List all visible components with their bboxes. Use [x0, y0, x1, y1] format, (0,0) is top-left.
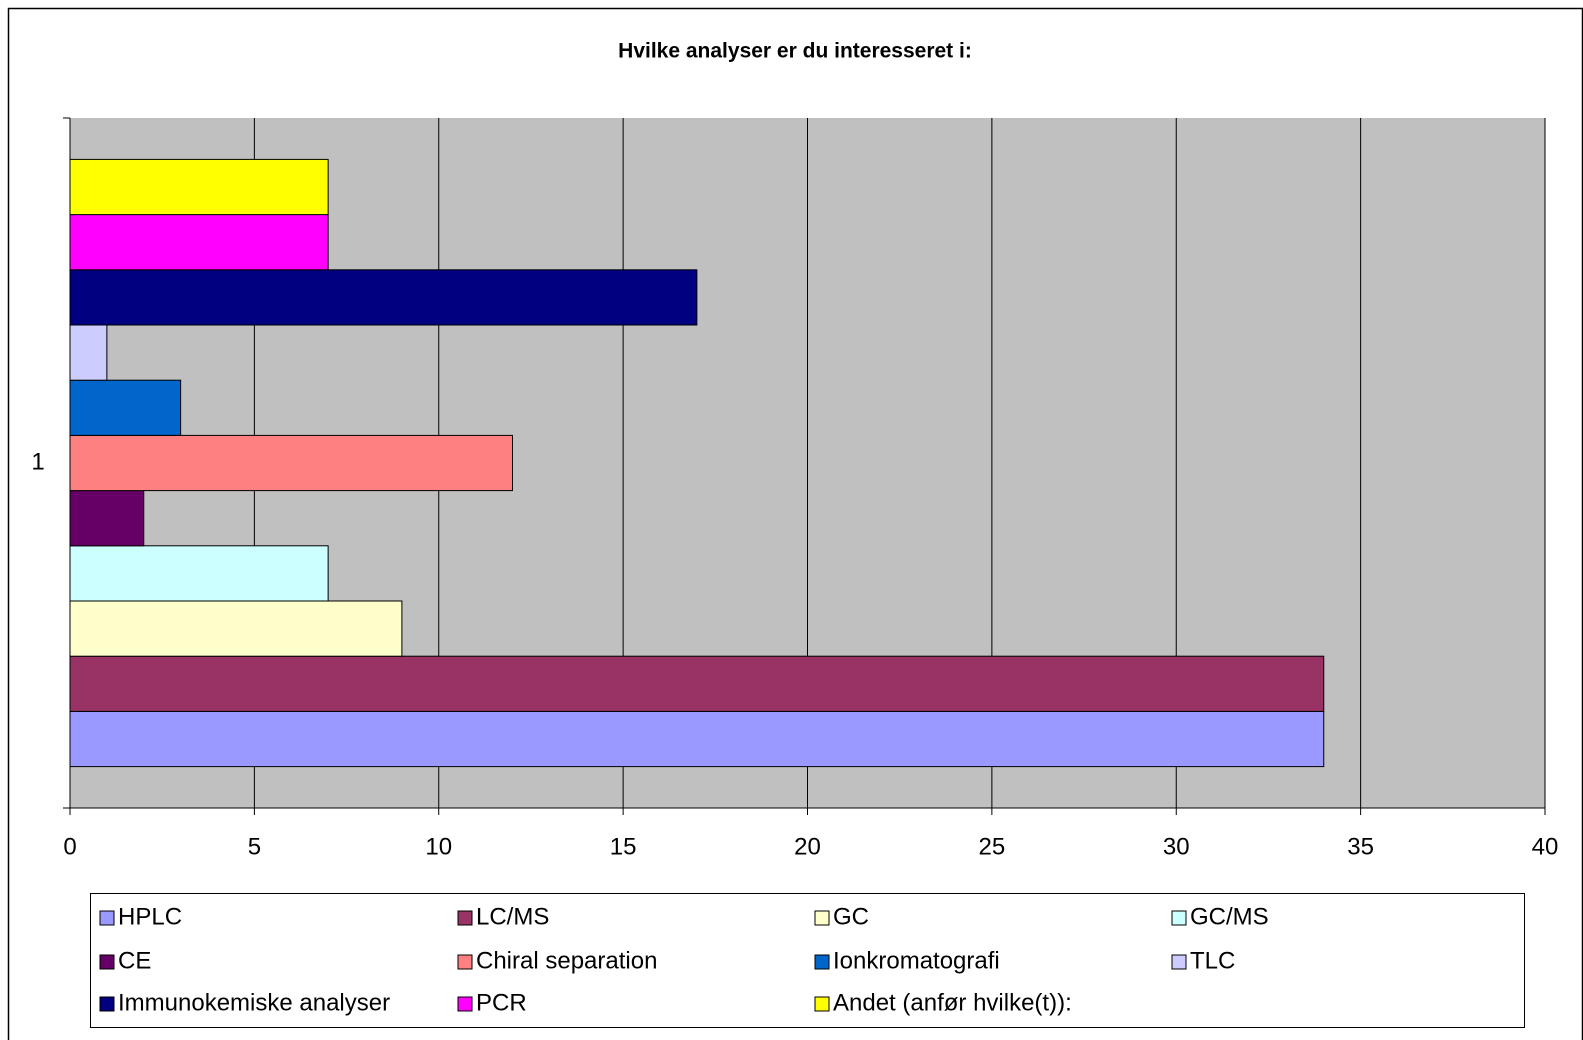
- x-tick-label: 40: [1532, 833, 1559, 860]
- legend-label: CE: [118, 947, 151, 974]
- legend-box: [90, 893, 1525, 1028]
- bar: [69, 379, 182, 436]
- x-tick-label: 15: [610, 833, 637, 860]
- x-tick-label: 35: [1347, 833, 1374, 860]
- bar: [69, 545, 329, 602]
- bar: [69, 710, 1325, 768]
- legend-label: Andet (anfør hvilke(t)):: [833, 989, 1072, 1016]
- legend-label: Ionkromatografi: [833, 947, 1000, 974]
- legend-label: Immunokemiske analyser: [118, 989, 390, 1016]
- legend-swatch: [814, 910, 830, 926]
- x-tick-label: 5: [248, 833, 261, 860]
- bar: [69, 490, 145, 547]
- bar: [69, 324, 108, 381]
- x-tick-label: 20: [794, 833, 821, 860]
- x-tick-label: 30: [1163, 833, 1190, 860]
- legend-swatch: [814, 996, 830, 1012]
- legend-swatch: [1171, 910, 1187, 926]
- bar: [69, 655, 1325, 712]
- legend-swatch: [457, 996, 473, 1012]
- legend-label: Chiral separation: [476, 947, 657, 974]
- legend-swatch: [457, 910, 473, 926]
- x-tick-label: 25: [979, 833, 1006, 860]
- legend-swatch: [99, 910, 115, 926]
- legend-label: GC: [833, 903, 869, 930]
- x-tick-label: 10: [425, 833, 452, 860]
- x-tick-label: 0: [63, 833, 76, 860]
- bar: [69, 600, 403, 657]
- y-tick-label: 1: [31, 448, 44, 475]
- legend-swatch: [814, 954, 830, 970]
- legend-label: TLC: [1190, 947, 1235, 974]
- legend-swatch: [99, 954, 115, 970]
- bar: [69, 434, 513, 492]
- legend-label: GC/MS: [1190, 903, 1269, 930]
- bar: [69, 269, 698, 326]
- legend-label: LC/MS: [476, 903, 549, 930]
- legend-swatch: [1171, 954, 1187, 970]
- bar: [69, 214, 329, 271]
- legend-swatch: [457, 954, 473, 970]
- legend-swatch: [99, 996, 115, 1012]
- chart-title: Hvilke analyser er du interesseret i:: [618, 40, 972, 63]
- legend-label: HPLC: [118, 903, 182, 930]
- legend-label: PCR: [476, 989, 527, 1016]
- bar: [69, 158, 329, 216]
